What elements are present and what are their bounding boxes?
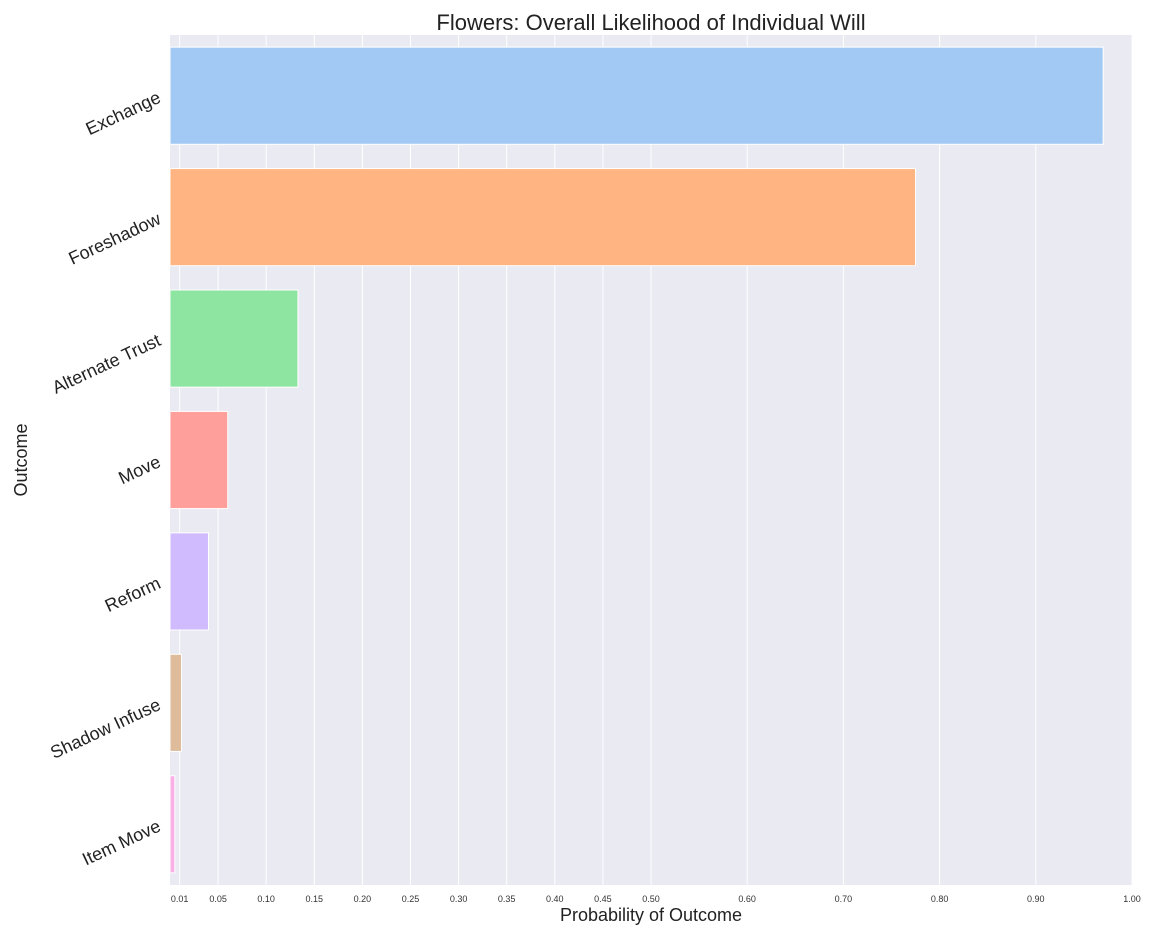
bars bbox=[169, 46, 1104, 874]
chart-title: Flowers: Overall Likelihood of Individua… bbox=[436, 10, 865, 35]
x-tick-label: 0.80 bbox=[931, 894, 949, 904]
bar-item-move bbox=[169, 775, 176, 874]
x-tick-label: 0.20 bbox=[354, 894, 372, 904]
bar-move bbox=[169, 410, 229, 510]
x-tick-label: 1.00 bbox=[1123, 894, 1141, 904]
bar-reform bbox=[169, 532, 209, 631]
x-tick-label: 0.10 bbox=[257, 894, 275, 904]
y-axis-label: Outcome bbox=[11, 423, 31, 496]
x-tick-label: 0.40 bbox=[546, 894, 564, 904]
x-tick-label: 0.90 bbox=[1027, 894, 1045, 904]
category-labels: Exchange Foreshadow Alternate Trust Move Ref… bbox=[47, 87, 164, 869]
category-label: Alternate Trust bbox=[49, 330, 164, 398]
x-tick-label: 0.50 bbox=[642, 894, 660, 904]
x-tick-label: 0.45 bbox=[594, 894, 612, 904]
category-label: Move bbox=[115, 451, 163, 488]
category-label: Shadow Infuse bbox=[47, 694, 163, 762]
x-tick-label: 0.60 bbox=[738, 894, 756, 904]
category-label: Exchange bbox=[83, 87, 164, 139]
x-tick-label: 0.15 bbox=[306, 894, 324, 904]
x-tick-label: 0.70 bbox=[835, 894, 853, 904]
x-tick-labels: 0.01 0.05 0.10 0.15 0.20 0.25 0.30 0.35 0.40 0.45… bbox=[171, 894, 1141, 904]
bar-shadow-infuse bbox=[169, 653, 183, 752]
bar-alternate-trust bbox=[169, 289, 299, 388]
x-tick-label: 0.05 bbox=[209, 894, 227, 904]
bar-foreshadow bbox=[169, 168, 917, 267]
x-tick-label: 0.01 bbox=[171, 894, 189, 904]
x-tick-label: 0.30 bbox=[450, 894, 468, 904]
category-label: Foreshadow bbox=[65, 208, 164, 268]
category-label: Reform bbox=[102, 573, 164, 616]
bar-exchange bbox=[169, 46, 1104, 145]
x-axis-label: Probability of Outcome bbox=[560, 905, 742, 925]
x-tick-label: 0.35 bbox=[498, 894, 516, 904]
category-label: Item Move bbox=[79, 816, 164, 870]
x-tick-label: 0.25 bbox=[402, 894, 420, 904]
